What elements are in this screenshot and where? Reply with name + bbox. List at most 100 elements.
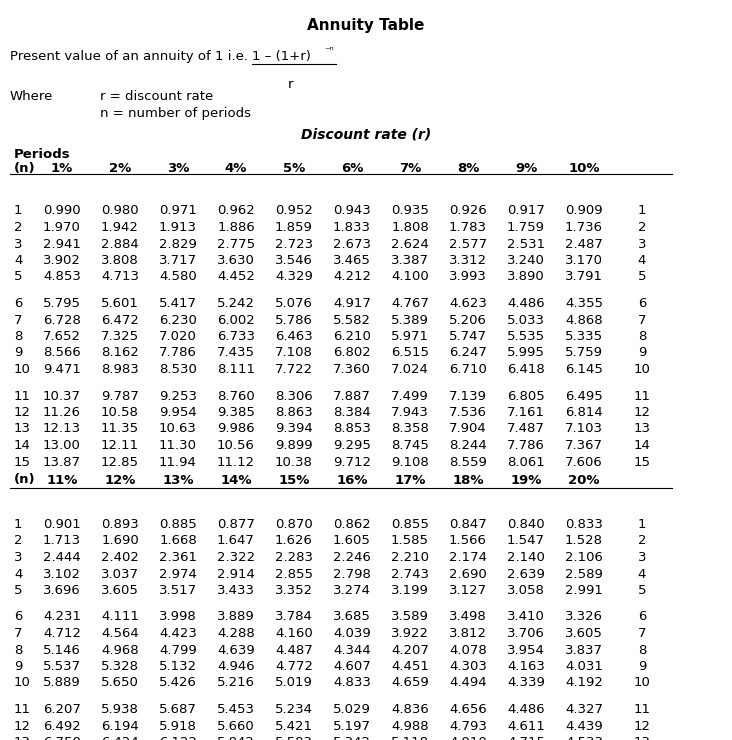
Text: 3: 3 xyxy=(14,238,23,251)
Text: 6: 6 xyxy=(14,297,23,310)
Text: 2: 2 xyxy=(638,534,646,548)
Text: (n): (n) xyxy=(14,162,36,175)
Text: 4.564: 4.564 xyxy=(101,627,139,640)
Text: 0.917: 0.917 xyxy=(507,204,545,218)
Text: 12: 12 xyxy=(633,719,651,733)
Text: 10.37: 10.37 xyxy=(43,389,81,403)
Text: 7.139: 7.139 xyxy=(449,389,487,403)
Text: 8.111: 8.111 xyxy=(217,363,255,376)
Text: 17%: 17% xyxy=(395,474,426,486)
Text: 4: 4 xyxy=(14,568,23,580)
Text: 4.713: 4.713 xyxy=(101,271,139,283)
Text: 10.38: 10.38 xyxy=(275,456,313,468)
Text: Where: Where xyxy=(10,90,53,103)
Text: 5.328: 5.328 xyxy=(101,660,139,673)
Text: 8.559: 8.559 xyxy=(449,456,487,468)
Text: 0.990: 0.990 xyxy=(43,204,81,218)
Text: 3.922: 3.922 xyxy=(391,627,429,640)
Text: 4.533: 4.533 xyxy=(565,736,603,740)
Text: 1.547: 1.547 xyxy=(507,534,545,548)
Text: 2.624: 2.624 xyxy=(391,238,429,251)
Text: 2.991: 2.991 xyxy=(565,584,603,597)
Text: 10: 10 xyxy=(14,363,31,376)
Text: 15: 15 xyxy=(14,456,31,468)
Text: 3.998: 3.998 xyxy=(159,610,197,624)
Text: 6.230: 6.230 xyxy=(159,314,197,326)
Text: 4.853: 4.853 xyxy=(43,271,81,283)
Text: 4.607: 4.607 xyxy=(333,660,371,673)
Text: 2.723: 2.723 xyxy=(275,238,313,251)
Text: 2.884: 2.884 xyxy=(101,238,139,251)
Text: 5.197: 5.197 xyxy=(333,719,371,733)
Text: 3.352: 3.352 xyxy=(275,584,313,597)
Text: 0.980: 0.980 xyxy=(101,204,139,218)
Text: 16%: 16% xyxy=(336,474,367,486)
Text: 7.161: 7.161 xyxy=(507,406,545,419)
Text: 2: 2 xyxy=(14,534,23,548)
Text: 1.942: 1.942 xyxy=(101,221,139,234)
Text: 0.877: 0.877 xyxy=(217,518,255,531)
Text: 1.566: 1.566 xyxy=(449,534,487,548)
Text: 0.962: 0.962 xyxy=(217,204,255,218)
Text: 4.355: 4.355 xyxy=(565,297,603,310)
Text: 12.11: 12.11 xyxy=(101,439,139,452)
Text: 5.342: 5.342 xyxy=(333,736,371,740)
Text: 3.706: 3.706 xyxy=(507,627,545,640)
Text: 9%: 9% xyxy=(515,162,537,175)
Text: 5.118: 5.118 xyxy=(391,736,429,740)
Text: 5.660: 5.660 xyxy=(217,719,255,733)
Text: 8.162: 8.162 xyxy=(101,346,139,360)
Text: 7.020: 7.020 xyxy=(159,330,197,343)
Text: 5.601: 5.601 xyxy=(101,297,139,310)
Text: 5.938: 5.938 xyxy=(101,703,139,716)
Text: 8.530: 8.530 xyxy=(159,363,197,376)
Text: 1.913: 1.913 xyxy=(159,221,197,234)
Text: Periods: Periods xyxy=(14,148,70,161)
Text: 4.160: 4.160 xyxy=(275,627,313,640)
Text: 0.926: 0.926 xyxy=(449,204,487,218)
Text: 6.418: 6.418 xyxy=(507,363,545,376)
Text: 4.212: 4.212 xyxy=(333,271,371,283)
Text: 1: 1 xyxy=(14,518,23,531)
Text: 11: 11 xyxy=(14,703,31,716)
Text: 7: 7 xyxy=(638,314,646,326)
Text: 3.387: 3.387 xyxy=(391,254,429,267)
Text: 3.433: 3.433 xyxy=(217,584,255,597)
Text: 4.656: 4.656 xyxy=(449,703,487,716)
Text: 4.207: 4.207 xyxy=(391,644,429,656)
Text: 15: 15 xyxy=(633,456,651,468)
Text: 6.002: 6.002 xyxy=(217,314,255,326)
Text: 2.283: 2.283 xyxy=(275,551,313,564)
Text: 7.722: 7.722 xyxy=(275,363,313,376)
Text: 8.760: 8.760 xyxy=(217,389,255,403)
Text: 7.487: 7.487 xyxy=(507,423,545,436)
Text: 0.885: 0.885 xyxy=(159,518,197,531)
Text: 2.589: 2.589 xyxy=(565,568,603,580)
Text: 2.941: 2.941 xyxy=(43,238,81,251)
Text: 6.733: 6.733 xyxy=(217,330,255,343)
Text: 11.26: 11.26 xyxy=(43,406,81,419)
Text: 11.12: 11.12 xyxy=(217,456,255,468)
Text: 5.650: 5.650 xyxy=(101,676,139,690)
Text: 0.893: 0.893 xyxy=(101,518,139,531)
Text: 4.303: 4.303 xyxy=(449,660,487,673)
Text: 12.85: 12.85 xyxy=(101,456,139,468)
Text: 1: 1 xyxy=(14,204,23,218)
Text: 8.853: 8.853 xyxy=(333,423,371,436)
Text: 2.210: 2.210 xyxy=(391,551,429,564)
Text: 3.199: 3.199 xyxy=(391,584,429,597)
Text: 1.859: 1.859 xyxy=(275,221,313,234)
Text: 2.402: 2.402 xyxy=(101,551,139,564)
Text: 4%: 4% xyxy=(225,162,247,175)
Text: 4.339: 4.339 xyxy=(507,676,545,690)
Text: 13%: 13% xyxy=(163,474,194,486)
Text: 2%: 2% xyxy=(109,162,131,175)
Text: 10: 10 xyxy=(634,676,651,690)
Text: 4.423: 4.423 xyxy=(159,627,197,640)
Text: 5.759: 5.759 xyxy=(565,346,603,360)
Text: 4.623: 4.623 xyxy=(449,297,487,310)
Text: 18%: 18% xyxy=(452,474,484,486)
Text: 6%: 6% xyxy=(341,162,363,175)
Text: 4.451: 4.451 xyxy=(391,660,429,673)
Text: 10.58: 10.58 xyxy=(101,406,139,419)
